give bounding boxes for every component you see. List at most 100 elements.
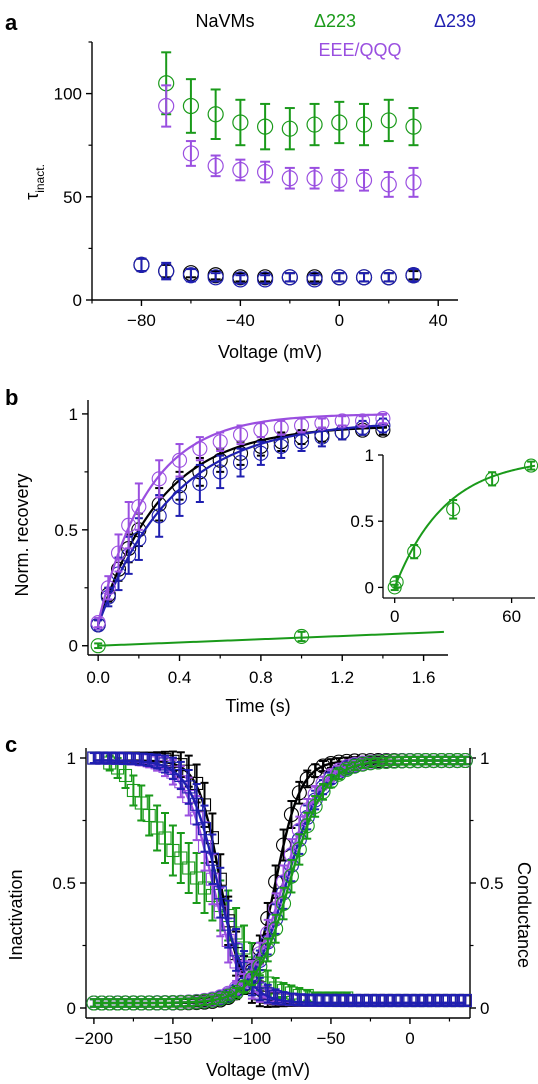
c-d239-inact-point <box>87 751 101 765</box>
a-d223-point <box>331 114 348 131</box>
b-eee-point <box>192 441 208 457</box>
a-d223-point <box>355 116 373 133</box>
panel-a-ylabel: τinact. <box>22 164 47 200</box>
legend: NaVMs Δ223 Δ239 EEE/QQQ <box>195 11 476 60</box>
c-x-tick-label: 0 <box>405 1029 414 1048</box>
b-d239-point <box>232 455 249 471</box>
a-eee-point <box>380 176 397 193</box>
b-d239-point <box>171 489 188 505</box>
c-d239-inact-point <box>316 993 330 1007</box>
c-d239-inact-point <box>419 993 433 1008</box>
b-d223-point <box>90 638 106 654</box>
b-d239-point <box>192 475 208 492</box>
c-y-tick-label-left: 1 <box>67 749 76 768</box>
c-d239-inact-point <box>292 993 306 1007</box>
c-x-tick-label: −150 <box>154 1029 192 1048</box>
a-d239-point <box>182 267 200 284</box>
c-d239-inact-point <box>435 993 449 1008</box>
c-x-tick-label: −100 <box>233 1029 271 1048</box>
c-d223-inact-point <box>158 831 172 845</box>
c-d239-inact-point <box>229 943 243 957</box>
c-d223-inact-point <box>174 851 188 865</box>
a-d239-point <box>331 269 348 286</box>
a-d239-point <box>158 263 175 280</box>
a-d223-point <box>281 120 298 137</box>
a-eee-point <box>405 174 422 191</box>
c-x-tick-label: −50 <box>317 1029 346 1048</box>
panel-c-label: c <box>5 732 17 757</box>
c-d239-inact-point <box>284 992 298 1006</box>
a-d239-point <box>306 271 323 288</box>
c-d223-cond-point <box>315 784 331 800</box>
c-d223-cond-point <box>283 868 299 884</box>
a-eee-point <box>355 172 373 189</box>
c-d223-cond-point <box>299 818 315 834</box>
b-d239-point <box>294 434 310 450</box>
b-x-tick-label: 1.6 <box>412 668 436 687</box>
a-x-tick-label: −80 <box>127 311 156 330</box>
c-d239-inact-point <box>174 768 188 783</box>
b-x-tick-label: 0.0 <box>86 668 110 687</box>
c-d239-inact-point <box>458 993 472 1008</box>
b-eee-point <box>232 427 249 443</box>
b-d239-point <box>131 531 147 547</box>
c-d239-inact-point <box>111 751 125 765</box>
c-y-tick-label-right: 1 <box>480 749 489 768</box>
a-eee-point <box>331 172 348 189</box>
b-eee-point <box>355 413 371 429</box>
a-d239-point <box>281 269 298 286</box>
legend-eee: EEE/QQQ <box>318 40 401 60</box>
a-eee-point <box>158 97 175 115</box>
c-d239-inact-point <box>300 993 314 1007</box>
c-d223-cond-point <box>244 970 260 986</box>
a-d239-point <box>133 256 150 274</box>
b-d223-fit <box>98 630 444 647</box>
panel-a: a NaVMs Δ223 Δ239 EEE/QQQ −80 −40 0 40 0 50 10… <box>5 10 476 362</box>
b-y-tick-label: 1 <box>69 405 78 424</box>
a-eee-point <box>281 170 298 187</box>
a-x-tick-label: 40 <box>429 311 448 330</box>
c-d239-inact-point <box>308 993 322 1007</box>
c-d239-inact-point <box>103 751 117 765</box>
c-d223-cond-point <box>268 921 284 937</box>
c-y-tick-label-left: 0.5 <box>52 874 76 893</box>
b-x-tick-label: 0.8 <box>249 668 273 687</box>
panel-c-xlabel: Voltage (mV) <box>206 1060 310 1080</box>
c-d223-cond-fit <box>93 759 466 1005</box>
c-d223-inact-point <box>182 861 196 875</box>
panel-b-ylabel: Norm. recovery <box>12 473 32 596</box>
panel-a-plot: −80 −40 0 40 0 50 100 <box>54 41 458 330</box>
b-y-tick-label: 0.5 <box>54 521 78 540</box>
a-d223-point <box>257 118 274 135</box>
b-inset-y-tick-label: 0 <box>365 578 374 597</box>
a-d239-point <box>207 269 224 286</box>
c-d239-inact-point <box>379 993 393 1008</box>
c-d223-inact-point <box>166 843 180 858</box>
b-inset-x-tick-label: 0 <box>390 607 399 626</box>
c-navms-cond-point <box>283 806 299 823</box>
panel-c: c −200 −150 −100 −50 0 0 0 0.5 0.5 1 1 Voltage (mV… <box>5 732 534 1080</box>
a-d223-point <box>182 97 200 115</box>
c-d239-inact-point <box>95 751 109 765</box>
panel-b-plot: 0.0 0.4 0.8 1.2 1.6 0 0.5 1 <box>54 400 448 687</box>
c-d239-inact-point <box>450 993 464 1008</box>
b-eee-point <box>90 614 106 631</box>
c-d239-inact-point <box>332 993 346 1008</box>
a-y-tick-label: 50 <box>63 188 82 207</box>
c-navms-cond-point <box>291 785 307 801</box>
c-d223-inact-point <box>134 796 148 810</box>
b-x-tick-label: 0.4 <box>168 668 192 687</box>
b-navms-fit <box>97 426 388 626</box>
c-d223-cond-point <box>252 958 268 974</box>
b-inset-x-tick-label: 60 <box>502 607 521 626</box>
a-eee-point <box>207 157 224 174</box>
b-inset-y-tick-label: 1 <box>365 446 374 465</box>
b-eee-point <box>273 420 289 436</box>
a-y-tick-label: 100 <box>54 85 82 104</box>
c-d239-inact-point <box>371 993 385 1008</box>
c-d223-inact-point <box>190 871 204 885</box>
c-d239-inact-fit <box>93 759 466 1005</box>
b-inset-d223-point <box>407 544 422 559</box>
a-eee-point <box>232 161 249 179</box>
a-d223-point <box>232 114 249 131</box>
